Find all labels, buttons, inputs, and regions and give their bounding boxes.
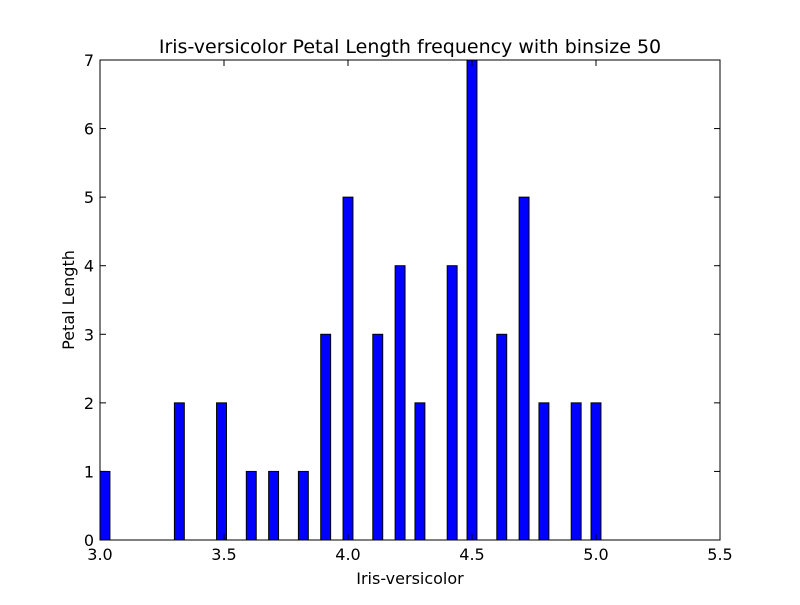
y-tick-label-7: 7	[84, 51, 94, 70]
x-tick-label-5: 5.5	[707, 545, 732, 564]
bar-1	[173, 402, 185, 541]
bar-6	[320, 333, 332, 541]
bar-2	[216, 402, 227, 541]
x-tick-label-4: 5.0	[583, 545, 608, 564]
bar-16	[570, 402, 582, 541]
y-axis-label: Petal Length	[59, 250, 78, 350]
y-tick-label-6: 6	[84, 120, 94, 139]
bar-12	[466, 59, 478, 541]
bar-17	[590, 402, 602, 541]
bar-10	[414, 402, 426, 541]
bar-3	[245, 470, 257, 541]
plot-frame	[99, 59, 721, 541]
bar-11	[446, 265, 458, 541]
bar-9	[394, 265, 406, 541]
x-tick-label-1: 3.5	[211, 545, 236, 564]
bar-4	[268, 470, 280, 541]
x-tick-label-2: 4.0	[335, 545, 360, 564]
bars-layer	[99, 59, 602, 541]
bar-8	[372, 333, 384, 541]
bar-7	[342, 196, 354, 541]
bar-15	[538, 402, 550, 541]
chart-title: Iris-versicolor Petal Length frequency w…	[159, 36, 661, 58]
x-tick-label-3: 4.5	[459, 545, 484, 564]
bar-13	[496, 333, 508, 541]
bar-14	[518, 196, 530, 541]
y-tick-label-4: 4	[84, 257, 94, 276]
y-tick-label-5: 5	[84, 188, 94, 207]
y-tick-label-3: 3	[84, 325, 94, 344]
x-tick-label-0: 3.0	[87, 545, 112, 564]
y-tick-label-1: 1	[84, 462, 94, 481]
y-tick-label-0: 0	[84, 531, 94, 550]
bar-0	[99, 470, 111, 541]
y-tick-label-2: 2	[84, 394, 94, 413]
x-axis-label: Iris-versicolor	[356, 569, 464, 588]
bar-5	[297, 470, 309, 541]
